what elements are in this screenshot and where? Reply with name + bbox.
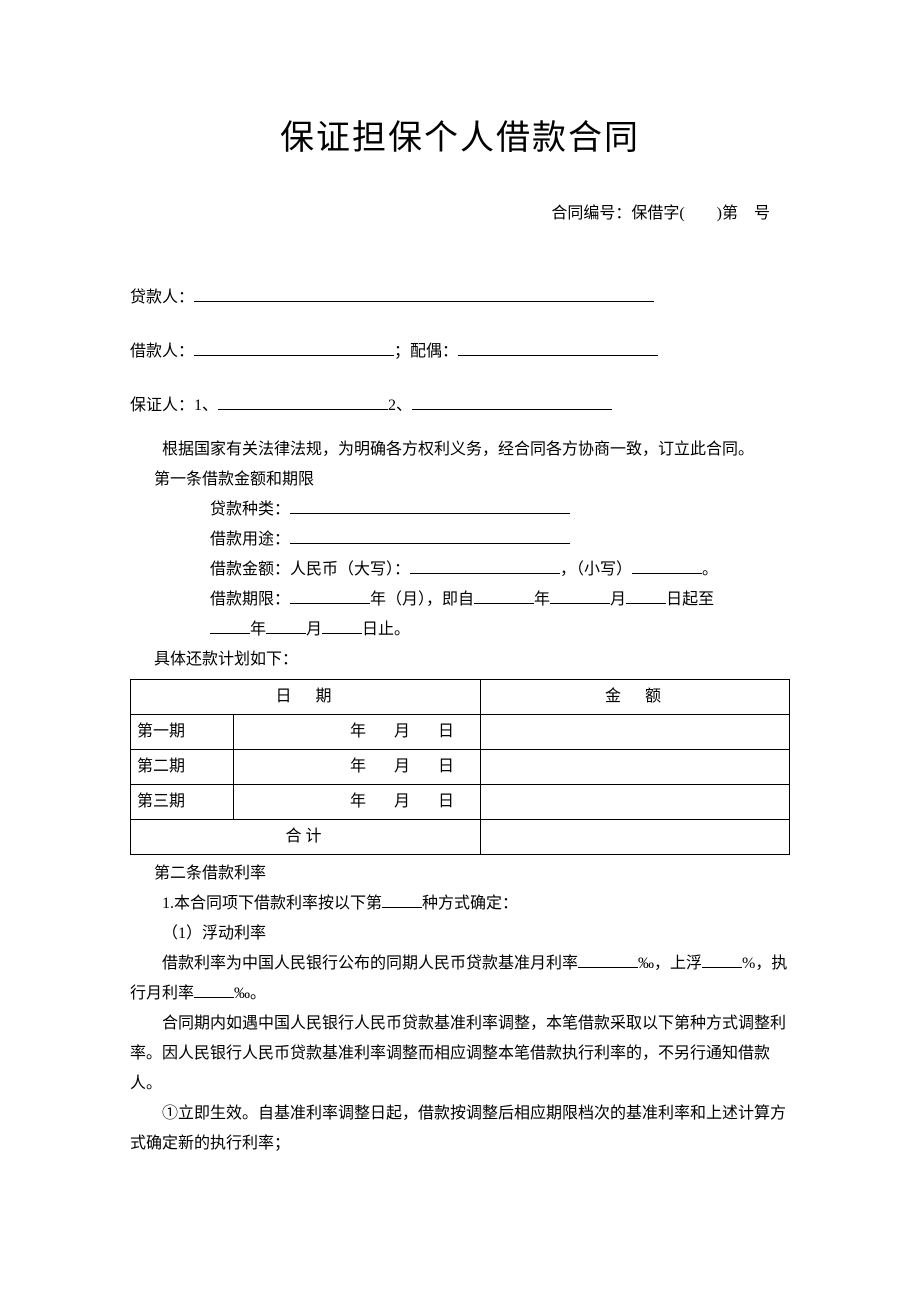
article-1-heading: 第一条借款金额和期限 xyxy=(130,465,790,495)
preamble: 根据国家有关法律法规，为明确各方权利义务，经合同各方协商一致，订立此合同。 xyxy=(130,435,790,465)
table-header-row: 日 期 金 额 xyxy=(131,680,790,715)
loan-type-label: 贷款种类： xyxy=(210,501,290,518)
article-2-heading: 第二条借款利率 xyxy=(130,859,790,889)
guarantor-1-blank[interactable] xyxy=(218,391,388,410)
guarantor-label: 保证人： xyxy=(130,391,194,415)
guarantor-line: 保证人： 1、 2、 xyxy=(130,391,790,415)
term-blank-4[interactable] xyxy=(626,587,666,604)
article-2-p4: ①立即生效。自基准利率调整日起，借款按调整后相应期限档次的基准利率和上述计算方式… xyxy=(130,1099,790,1159)
article-2-opt1: （1）浮动利率 xyxy=(130,919,790,949)
article-2-p2: 借款利率为中国人民银行公布的同期人民币贷款基准月利率‰，上浮%，执行月利率‰。 xyxy=(130,949,790,1009)
lender-label: 贷款人： xyxy=(130,283,194,307)
loan-use-label: 借款用途： xyxy=(210,531,290,548)
amount-prefix: 借款金额：人民币（大写）： xyxy=(210,561,410,578)
term-blank-7[interactable] xyxy=(322,617,362,634)
a2-p2-d: ‰。 xyxy=(234,985,266,1002)
row3-amount[interactable] xyxy=(481,785,790,820)
document-page: 保证担保个人借款合同 合同编号：保借字( )第 号 贷款人： 借款人： ；配偶：… xyxy=(0,0,920,1301)
term-unit: 年（月），即自 xyxy=(370,591,474,608)
term-y: 年 xyxy=(534,591,550,608)
plan-intro: 具体还款计划如下： xyxy=(130,645,790,675)
lender-blank[interactable] xyxy=(194,283,654,302)
loan-type-blank[interactable] xyxy=(290,497,570,514)
spouse-blank[interactable] xyxy=(458,337,658,356)
rate-blank-3[interactable] xyxy=(194,981,234,998)
table-row: 第二期 年 月 日 xyxy=(131,750,790,785)
total-amount[interactable] xyxy=(481,820,790,855)
article-2-p3: 合同期内如遇中国人民银行人民币贷款基准利率调整，本笔借款采取以下第种方式调整利率… xyxy=(130,1009,790,1099)
amount-small-blank[interactable] xyxy=(632,557,702,574)
borrower-label: 借款人： xyxy=(130,337,194,361)
contract-number: 合同编号：保借字( )第 号 xyxy=(130,199,790,223)
row2-label: 第二期 xyxy=(131,750,234,785)
term-blank-5[interactable] xyxy=(210,617,250,634)
amount-suffix: 。 xyxy=(702,561,718,578)
a2-p2-a: 借款利率为中国人民银行公布的同期人民币贷款基准月利率 xyxy=(162,955,578,972)
term-blank-3[interactable] xyxy=(550,587,610,604)
row1-date[interactable]: 年 月 日 xyxy=(234,715,481,750)
loan-type-line: 贷款种类： xyxy=(130,495,790,525)
header-date: 日 期 xyxy=(131,680,481,715)
document-title: 保证担保个人借款合同 xyxy=(130,110,790,159)
term-blank-1[interactable] xyxy=(290,587,370,604)
lender-line: 贷款人： xyxy=(130,283,790,307)
guarantor-2-label: 2、 xyxy=(388,391,412,415)
spouse-label: ；配偶： xyxy=(394,337,458,361)
row1-amount[interactable] xyxy=(481,715,790,750)
term-y2: 年 xyxy=(250,621,266,638)
rate-blank-1[interactable] xyxy=(578,951,638,968)
table-row: 第三期 年 月 日 xyxy=(131,785,790,820)
rate-blank-2[interactable] xyxy=(702,951,742,968)
guarantor-1-label: 1、 xyxy=(194,391,218,415)
article-2-line1: 1.本合同项下借款利率按以下第 种方式确定： xyxy=(130,889,790,919)
term-d: 日起至 xyxy=(666,591,714,608)
header-amount: 金 额 xyxy=(481,680,790,715)
table-row: 第一期 年 月 日 xyxy=(131,715,790,750)
amount-line: 借款金额：人民币（大写）： ，（小写） 。 xyxy=(130,555,790,585)
method-blank[interactable] xyxy=(382,891,422,908)
a2-p2-b: ‰，上浮 xyxy=(638,955,702,972)
row2-date[interactable]: 年 月 日 xyxy=(234,750,481,785)
borrower-blank[interactable] xyxy=(194,337,394,356)
term-blank-2[interactable] xyxy=(474,587,534,604)
total-label: 合计 xyxy=(131,820,481,855)
loan-use-line: 借款用途： xyxy=(130,525,790,555)
term-line: 借款期限：年（月），即自年月日起至 年月日止。 xyxy=(130,585,790,645)
term-m: 月 xyxy=(610,591,626,608)
term-m2: 月 xyxy=(306,621,322,638)
term-blank-6[interactable] xyxy=(266,617,306,634)
row3-label: 第三期 xyxy=(131,785,234,820)
amount-big-blank[interactable] xyxy=(410,557,560,574)
row1-label: 第一期 xyxy=(131,715,234,750)
term-label: 借款期限： xyxy=(210,591,290,608)
row2-amount[interactable] xyxy=(481,750,790,785)
a2-l1-a: 1.本合同项下借款利率按以下第 xyxy=(162,895,382,912)
body: 根据国家有关法律法规，为明确各方权利义务，经合同各方协商一致，订立此合同。 第一… xyxy=(130,435,790,1159)
borrower-line: 借款人： ；配偶： xyxy=(130,337,790,361)
loan-use-blank[interactable] xyxy=(290,527,570,544)
a2-l1-b: 种方式确定： xyxy=(422,895,518,912)
guarantor-2-blank[interactable] xyxy=(412,391,612,410)
amount-small-label: ，（小写） xyxy=(560,561,632,578)
table-total-row: 合计 xyxy=(131,820,790,855)
repayment-table: 日 期 金 额 第一期 年 月 日 第二期 年 月 日 第三期 年 月 日 合计 xyxy=(130,679,790,855)
term-end: 日止。 xyxy=(362,621,410,638)
row3-date[interactable]: 年 月 日 xyxy=(234,785,481,820)
